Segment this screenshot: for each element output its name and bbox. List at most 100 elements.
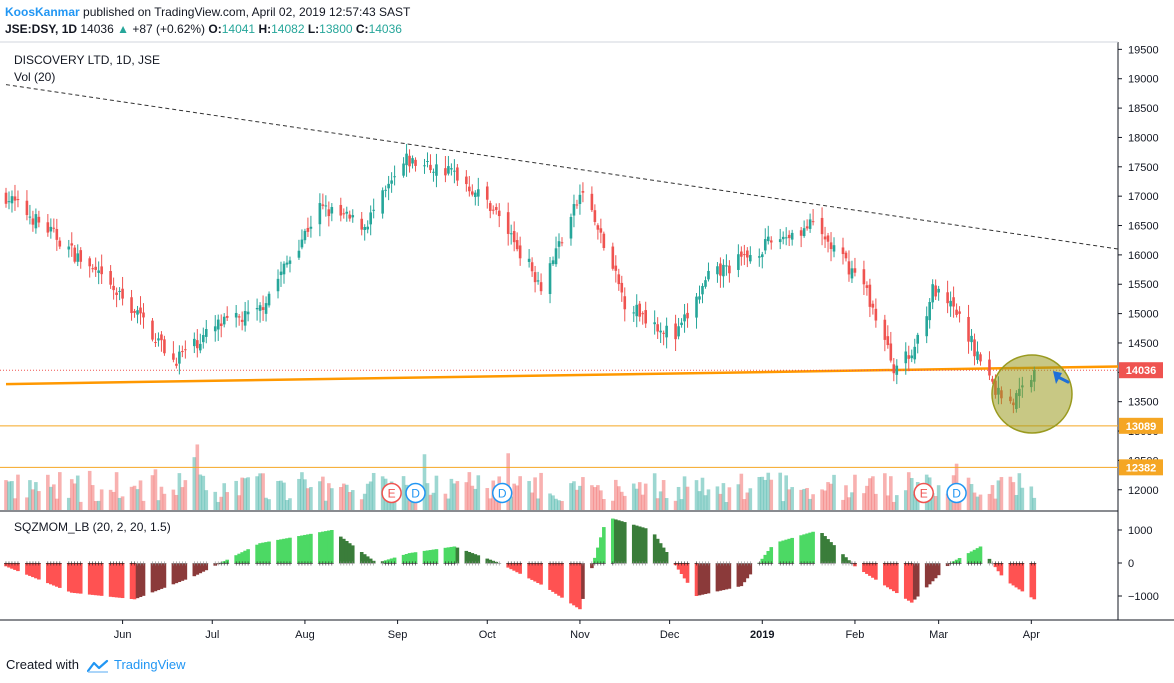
volume-bar <box>261 473 265 510</box>
candle-body <box>151 320 154 340</box>
momentum-bar <box>903 563 908 599</box>
squeeze-dot: + <box>999 559 1004 568</box>
squeeze-dot: + <box>652 559 657 568</box>
momentum-bar <box>883 563 887 586</box>
volume-bar <box>213 491 218 510</box>
squeeze-dot: + <box>362 559 367 568</box>
volume-bar <box>581 477 585 510</box>
candle-body <box>46 222 50 233</box>
price-tick-label: 16500 <box>1128 221 1159 233</box>
momentum-bar <box>243 550 247 563</box>
momentum-bar <box>894 563 899 594</box>
volume-bar <box>129 486 134 510</box>
candle-body <box>557 241 561 247</box>
volume-bar <box>359 499 364 510</box>
candle-body <box>916 334 920 344</box>
volume-bar <box>760 476 765 510</box>
volume-bar <box>25 497 29 510</box>
squeeze-dot: + <box>757 559 762 568</box>
volume-bar <box>554 498 558 510</box>
legend-indicator: SQZMOM_LB (20, 2, 20, 1.5) <box>14 520 171 534</box>
squeeze-dot: + <box>868 559 873 568</box>
squeeze-dot: + <box>87 559 92 568</box>
price-chart-svg[interactable]: + + + + + + + + + + + + + + + + + + + + + + + + + + + + + + + + + + + + + + + +… <box>0 40 1174 660</box>
volume-bar <box>13 498 17 510</box>
author-link[interactable]: KoosKanmar <box>5 5 80 19</box>
volume-bar <box>808 498 812 510</box>
squeeze-dot: + <box>610 559 615 568</box>
squeeze-dot: + <box>575 559 580 568</box>
volume-bar <box>10 481 14 510</box>
squeeze-dot: + <box>736 559 741 568</box>
momentum-bar <box>365 556 370 563</box>
squeeze-dot: + <box>640 559 645 568</box>
candle-body <box>976 351 979 360</box>
candle-body <box>946 292 949 304</box>
momentum-bar <box>255 544 259 563</box>
volume-bar <box>222 483 227 510</box>
candle-body <box>512 231 516 243</box>
squeeze-dot: + <box>246 559 251 568</box>
squeeze-dot: + <box>410 559 415 568</box>
momentum-bar <box>655 538 660 563</box>
momentum-bar <box>34 563 38 579</box>
squeeze-dot: + <box>69 559 74 568</box>
candle-body <box>641 313 645 315</box>
candle-body <box>665 325 668 338</box>
chart-area[interactable]: + + + + + + + + + + + + + + + + + + + + + + + + + + + + + + + + + + + + + + + +… <box>0 40 1174 660</box>
momentum-bar <box>150 563 155 593</box>
volume-bar <box>602 499 606 510</box>
tradingview-brand[interactable]: TradingView <box>114 657 186 672</box>
squeeze-dot: + <box>769 559 774 568</box>
momentum-bar <box>757 562 762 564</box>
momentum-bar <box>661 547 666 563</box>
momentum-bar <box>401 554 406 563</box>
candle-body <box>303 230 307 241</box>
momentum-bar <box>892 563 896 592</box>
volume-bar <box>344 484 349 510</box>
momentum-bar <box>13 563 17 570</box>
squeeze-dot: + <box>823 559 828 568</box>
candle-body <box>808 219 812 229</box>
footer: Created with TradingView <box>6 657 186 673</box>
candle-body <box>949 300 952 307</box>
squeeze-dot: + <box>742 559 747 568</box>
price-tick-label: 16000 <box>1128 250 1159 262</box>
squeeze-dot: + <box>494 559 499 568</box>
momentum-bar <box>781 540 786 563</box>
squeeze-dot: + <box>300 559 305 568</box>
candle-body <box>10 196 14 204</box>
momentum-bar <box>10 563 14 569</box>
volume-bar <box>909 478 914 510</box>
squeeze-dot: + <box>637 559 642 568</box>
volume-bar <box>46 474 50 510</box>
candle-body <box>722 264 725 277</box>
candle-body <box>321 204 325 206</box>
candle-body <box>73 247 77 262</box>
squeeze-dot: + <box>724 559 729 568</box>
squeeze-dot: + <box>485 559 490 568</box>
squeeze-dot: + <box>467 559 472 568</box>
squeeze-dot: + <box>99 559 104 568</box>
squeeze-dot: + <box>365 559 370 568</box>
low-value: 13800 <box>319 22 353 36</box>
dividend-marker <box>405 482 426 504</box>
candle-body <box>109 271 112 285</box>
momentum-bar <box>371 560 376 563</box>
candle-body <box>934 285 937 297</box>
volume-bar <box>557 500 561 510</box>
momentum-bar <box>422 550 427 563</box>
squeeze-dot: + <box>51 559 56 568</box>
volume-bar <box>219 496 224 510</box>
momentum-bar <box>93 563 98 596</box>
candle-body <box>784 237 788 239</box>
candle-body <box>904 351 908 364</box>
volume-bar <box>321 476 325 510</box>
momentum-bar <box>183 563 188 580</box>
momentum-bar <box>1011 563 1016 586</box>
momentum-bar <box>216 563 221 565</box>
squeeze-dot: + <box>706 559 711 568</box>
volume-bar <box>616 486 621 510</box>
momentum-bar <box>201 563 206 572</box>
volume-bar <box>78 501 83 510</box>
